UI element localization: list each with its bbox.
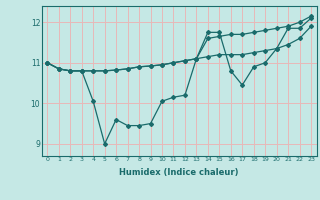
- X-axis label: Humidex (Indice chaleur): Humidex (Indice chaleur): [119, 168, 239, 177]
